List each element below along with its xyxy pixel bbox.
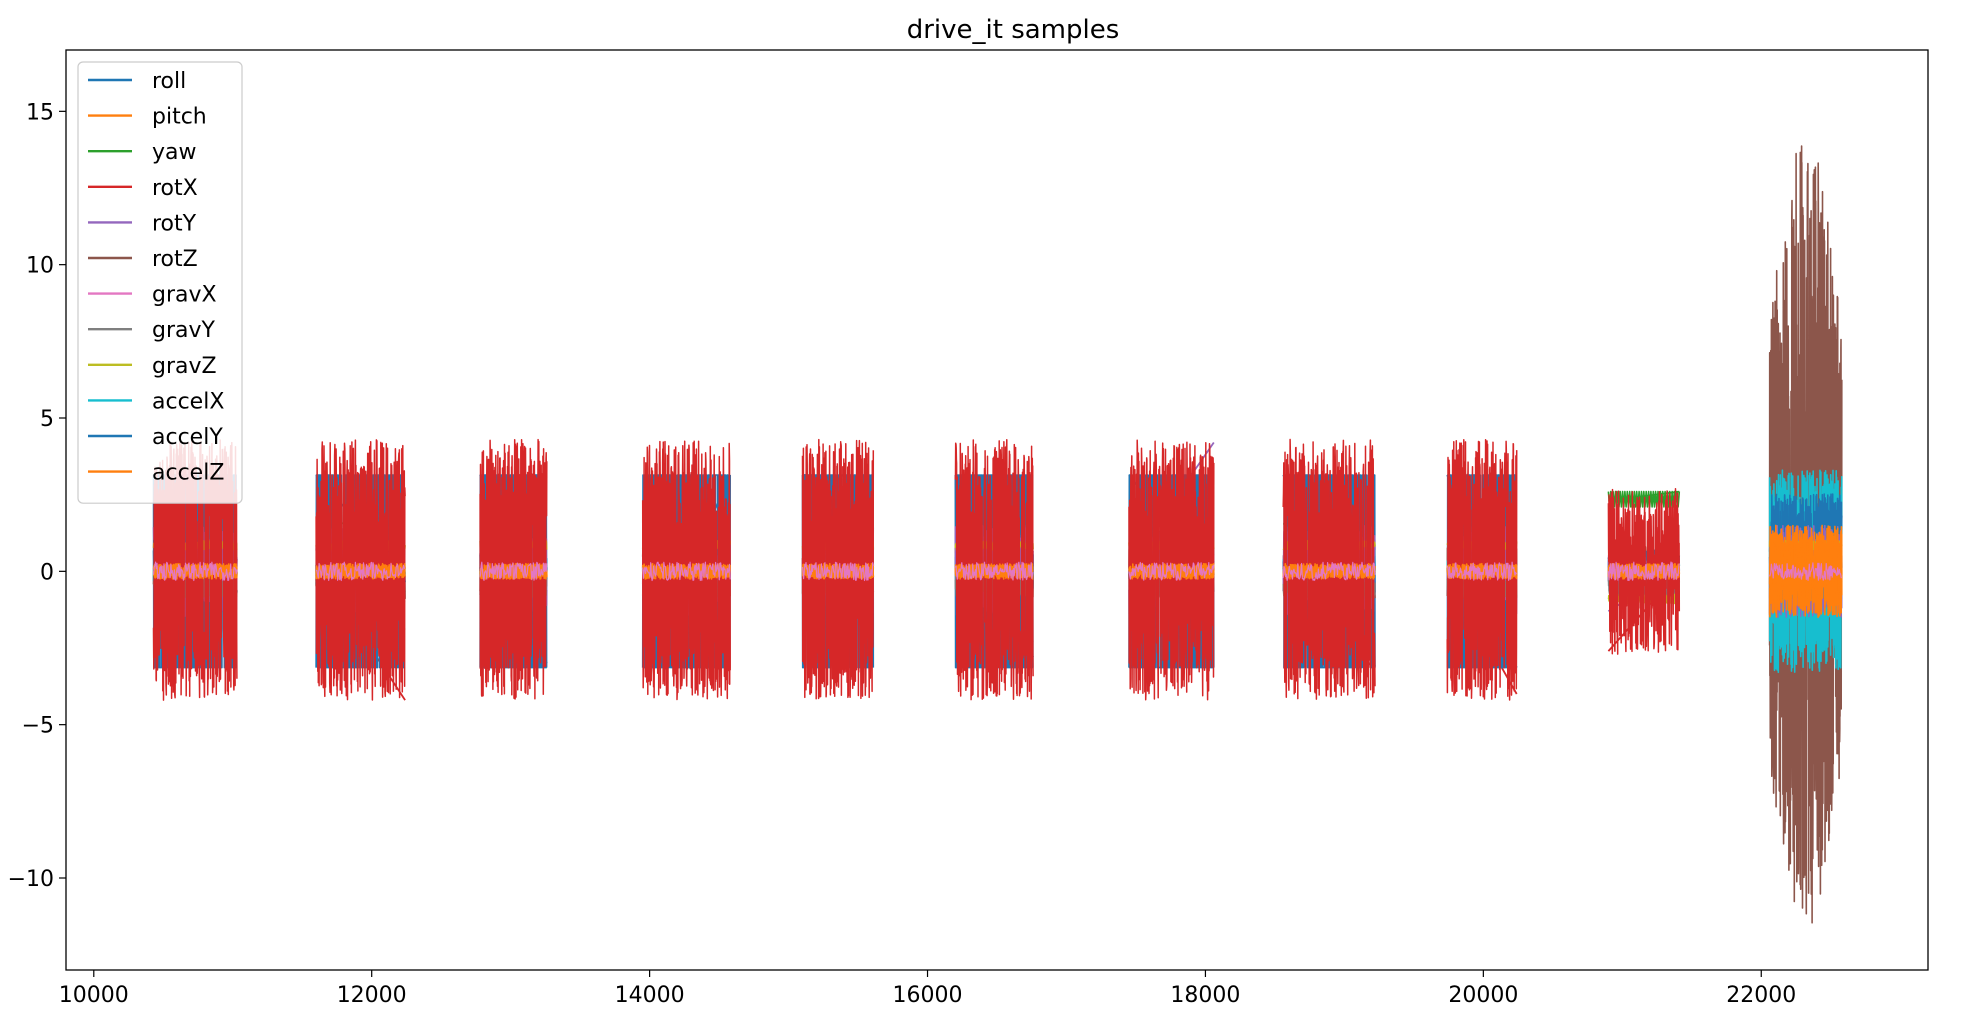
legend-label-pitch: pitch (152, 105, 207, 130)
series-line-gravX (954, 561, 1034, 581)
x-tick-label: 14000 (615, 983, 685, 1008)
x-tick-label: 12000 (337, 983, 407, 1008)
series-line-gravX (479, 561, 548, 581)
x-tick-label: 10000 (59, 983, 129, 1008)
y-tick-label: 0 (40, 560, 54, 585)
series-line-gravX (1128, 561, 1215, 581)
y-tick-label: −10 (8, 867, 54, 892)
series-line-pitch (152, 564, 238, 579)
x-tick-label: 16000 (893, 983, 963, 1008)
x-tick-label: 18000 (1170, 983, 1240, 1008)
x-tick-label: 22000 (1726, 983, 1796, 1008)
series-line-gravX (315, 561, 406, 582)
legend-label-roll: roll (152, 69, 186, 94)
series-line-gravX (152, 561, 238, 582)
y-tick-label: −5 (22, 714, 54, 739)
plot-frame (65, 49, 1929, 971)
series-line-rotX (1446, 438, 1518, 701)
legend-label-accelY: accelY (152, 425, 223, 450)
legend-label-rotX: rotX (152, 176, 198, 201)
y-tick-label: 10 (26, 254, 54, 279)
series-line-gravX (1282, 561, 1376, 581)
series-line-gravX (1769, 562, 1843, 581)
legend-label-gravY: gravY (152, 318, 216, 343)
legend-label-rotY: rotY (152, 211, 197, 236)
series-line-rotX (801, 438, 875, 700)
series-line-rotX (1128, 439, 1215, 701)
y-tick-label: 5 (40, 407, 54, 432)
y-tick-label: 15 (26, 100, 54, 125)
series-line-rotX (641, 440, 731, 701)
legend-label-rotZ: rotZ (152, 247, 198, 272)
series-line-rotX (1282, 438, 1376, 700)
legend-label-gravX: gravX (152, 283, 217, 308)
chart-title: drive_it samples (907, 15, 1120, 45)
legend-box (77, 61, 243, 504)
series-line-rotX (315, 439, 406, 701)
x-tick-label: 20000 (1448, 983, 1518, 1008)
legend-label-gravZ: gravZ (152, 354, 217, 379)
series-line-gravX (642, 561, 731, 582)
legend-label-accelX: accelX (152, 389, 224, 414)
series-line-gravX (1607, 561, 1680, 581)
series-line-gravX (1446, 561, 1518, 581)
series-line-gravX (801, 561, 874, 582)
legend-label-yaw: yaw (152, 140, 197, 165)
series-line-rotX (954, 438, 1034, 701)
series-line-rotX (479, 438, 548, 700)
legend-label-accelZ: accelZ (152, 461, 224, 486)
